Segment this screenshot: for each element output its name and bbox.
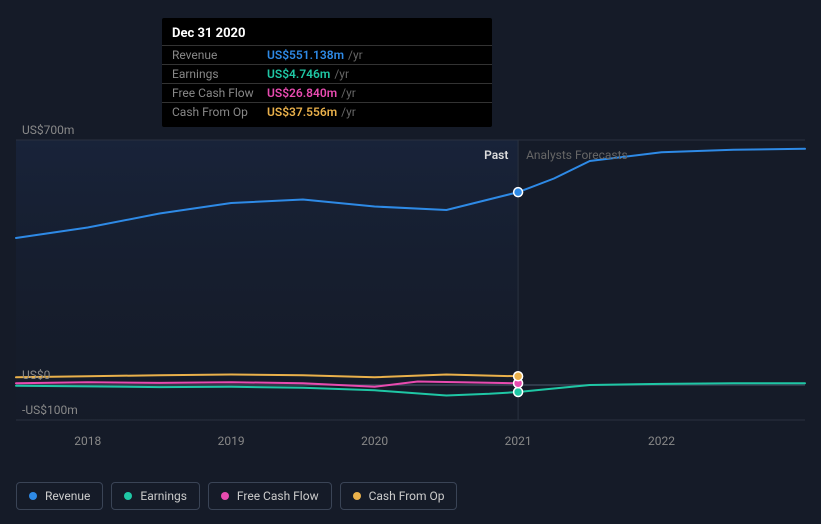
legend-dot <box>29 492 37 500</box>
y-axis-label: -US$100m <box>22 403 78 417</box>
tooltip-row-value: US$4.746m <box>267 67 330 81</box>
tooltip-row-label: Revenue <box>172 48 267 62</box>
tooltip-row: Cash From OpUS$37.556m/yr <box>162 102 492 121</box>
legend-item[interactable]: Free Cash Flow <box>208 482 332 510</box>
x-axis-label: 2019 <box>218 434 245 448</box>
tooltip-row-value: US$551.138m <box>267 48 344 62</box>
past-region <box>16 140 518 420</box>
legend-label: Free Cash Flow <box>237 489 319 503</box>
series-marker <box>514 372 523 381</box>
legend-item[interactable]: Revenue <box>16 482 103 510</box>
legend-item[interactable]: Cash From Op <box>340 482 458 510</box>
tooltip-date: Dec 31 2020 <box>162 24 492 45</box>
legend-label: Earnings <box>140 489 187 503</box>
tooltip-row-unit: /yr <box>341 86 356 100</box>
y-axis-label: US$0 <box>22 368 50 382</box>
x-axis-label: 2020 <box>361 434 388 448</box>
tooltip-row-label: Cash From Op <box>172 105 267 119</box>
legend-label: Cash From Op <box>369 489 445 503</box>
series-marker <box>514 188 523 197</box>
x-axis-label: 2021 <box>505 434 532 448</box>
x-axis-label: 2018 <box>74 434 101 448</box>
y-axis-label: US$700m <box>22 123 74 137</box>
tooltip-row: RevenueUS$551.138m/yr <box>162 45 492 64</box>
tooltip-row-unit: /yr <box>334 67 349 81</box>
tooltip-row-value: US$37.556m <box>267 105 337 119</box>
legend-item[interactable]: Earnings <box>111 482 200 510</box>
legend-dot <box>124 492 132 500</box>
tooltip-row-label: Earnings <box>172 67 267 81</box>
tooltip-row-unit: /yr <box>348 48 363 62</box>
tooltip-row-value: US$26.840m <box>267 86 337 100</box>
chart-svg <box>16 120 805 460</box>
chart-legend: Revenue Earnings Free Cash Flow Cash From O… <box>16 482 457 510</box>
legend-dot <box>221 492 229 500</box>
tooltip-row-label: Free Cash Flow <box>172 86 267 100</box>
chart-tooltip: Dec 31 2020 RevenueUS$551.138m/yrEarning… <box>162 18 492 127</box>
legend-label: Revenue <box>45 489 90 503</box>
tooltip-row-unit: /yr <box>341 105 356 119</box>
tooltip-rows: RevenueUS$551.138m/yrEarningsUS$4.746m/y… <box>162 45 492 121</box>
tooltip-row: EarningsUS$4.746m/yr <box>162 64 492 83</box>
series-marker <box>514 388 523 397</box>
x-axis-label: 2022 <box>648 434 675 448</box>
region-label-forecast: Analysts Forecasts <box>526 148 628 162</box>
legend-dot <box>353 492 361 500</box>
tooltip-row: Free Cash FlowUS$26.840m/yr <box>162 83 492 102</box>
chart-container: Past Analysts Forecasts US$700m US$0 -US$1… <box>16 120 805 460</box>
region-label-past: Past <box>484 148 508 162</box>
